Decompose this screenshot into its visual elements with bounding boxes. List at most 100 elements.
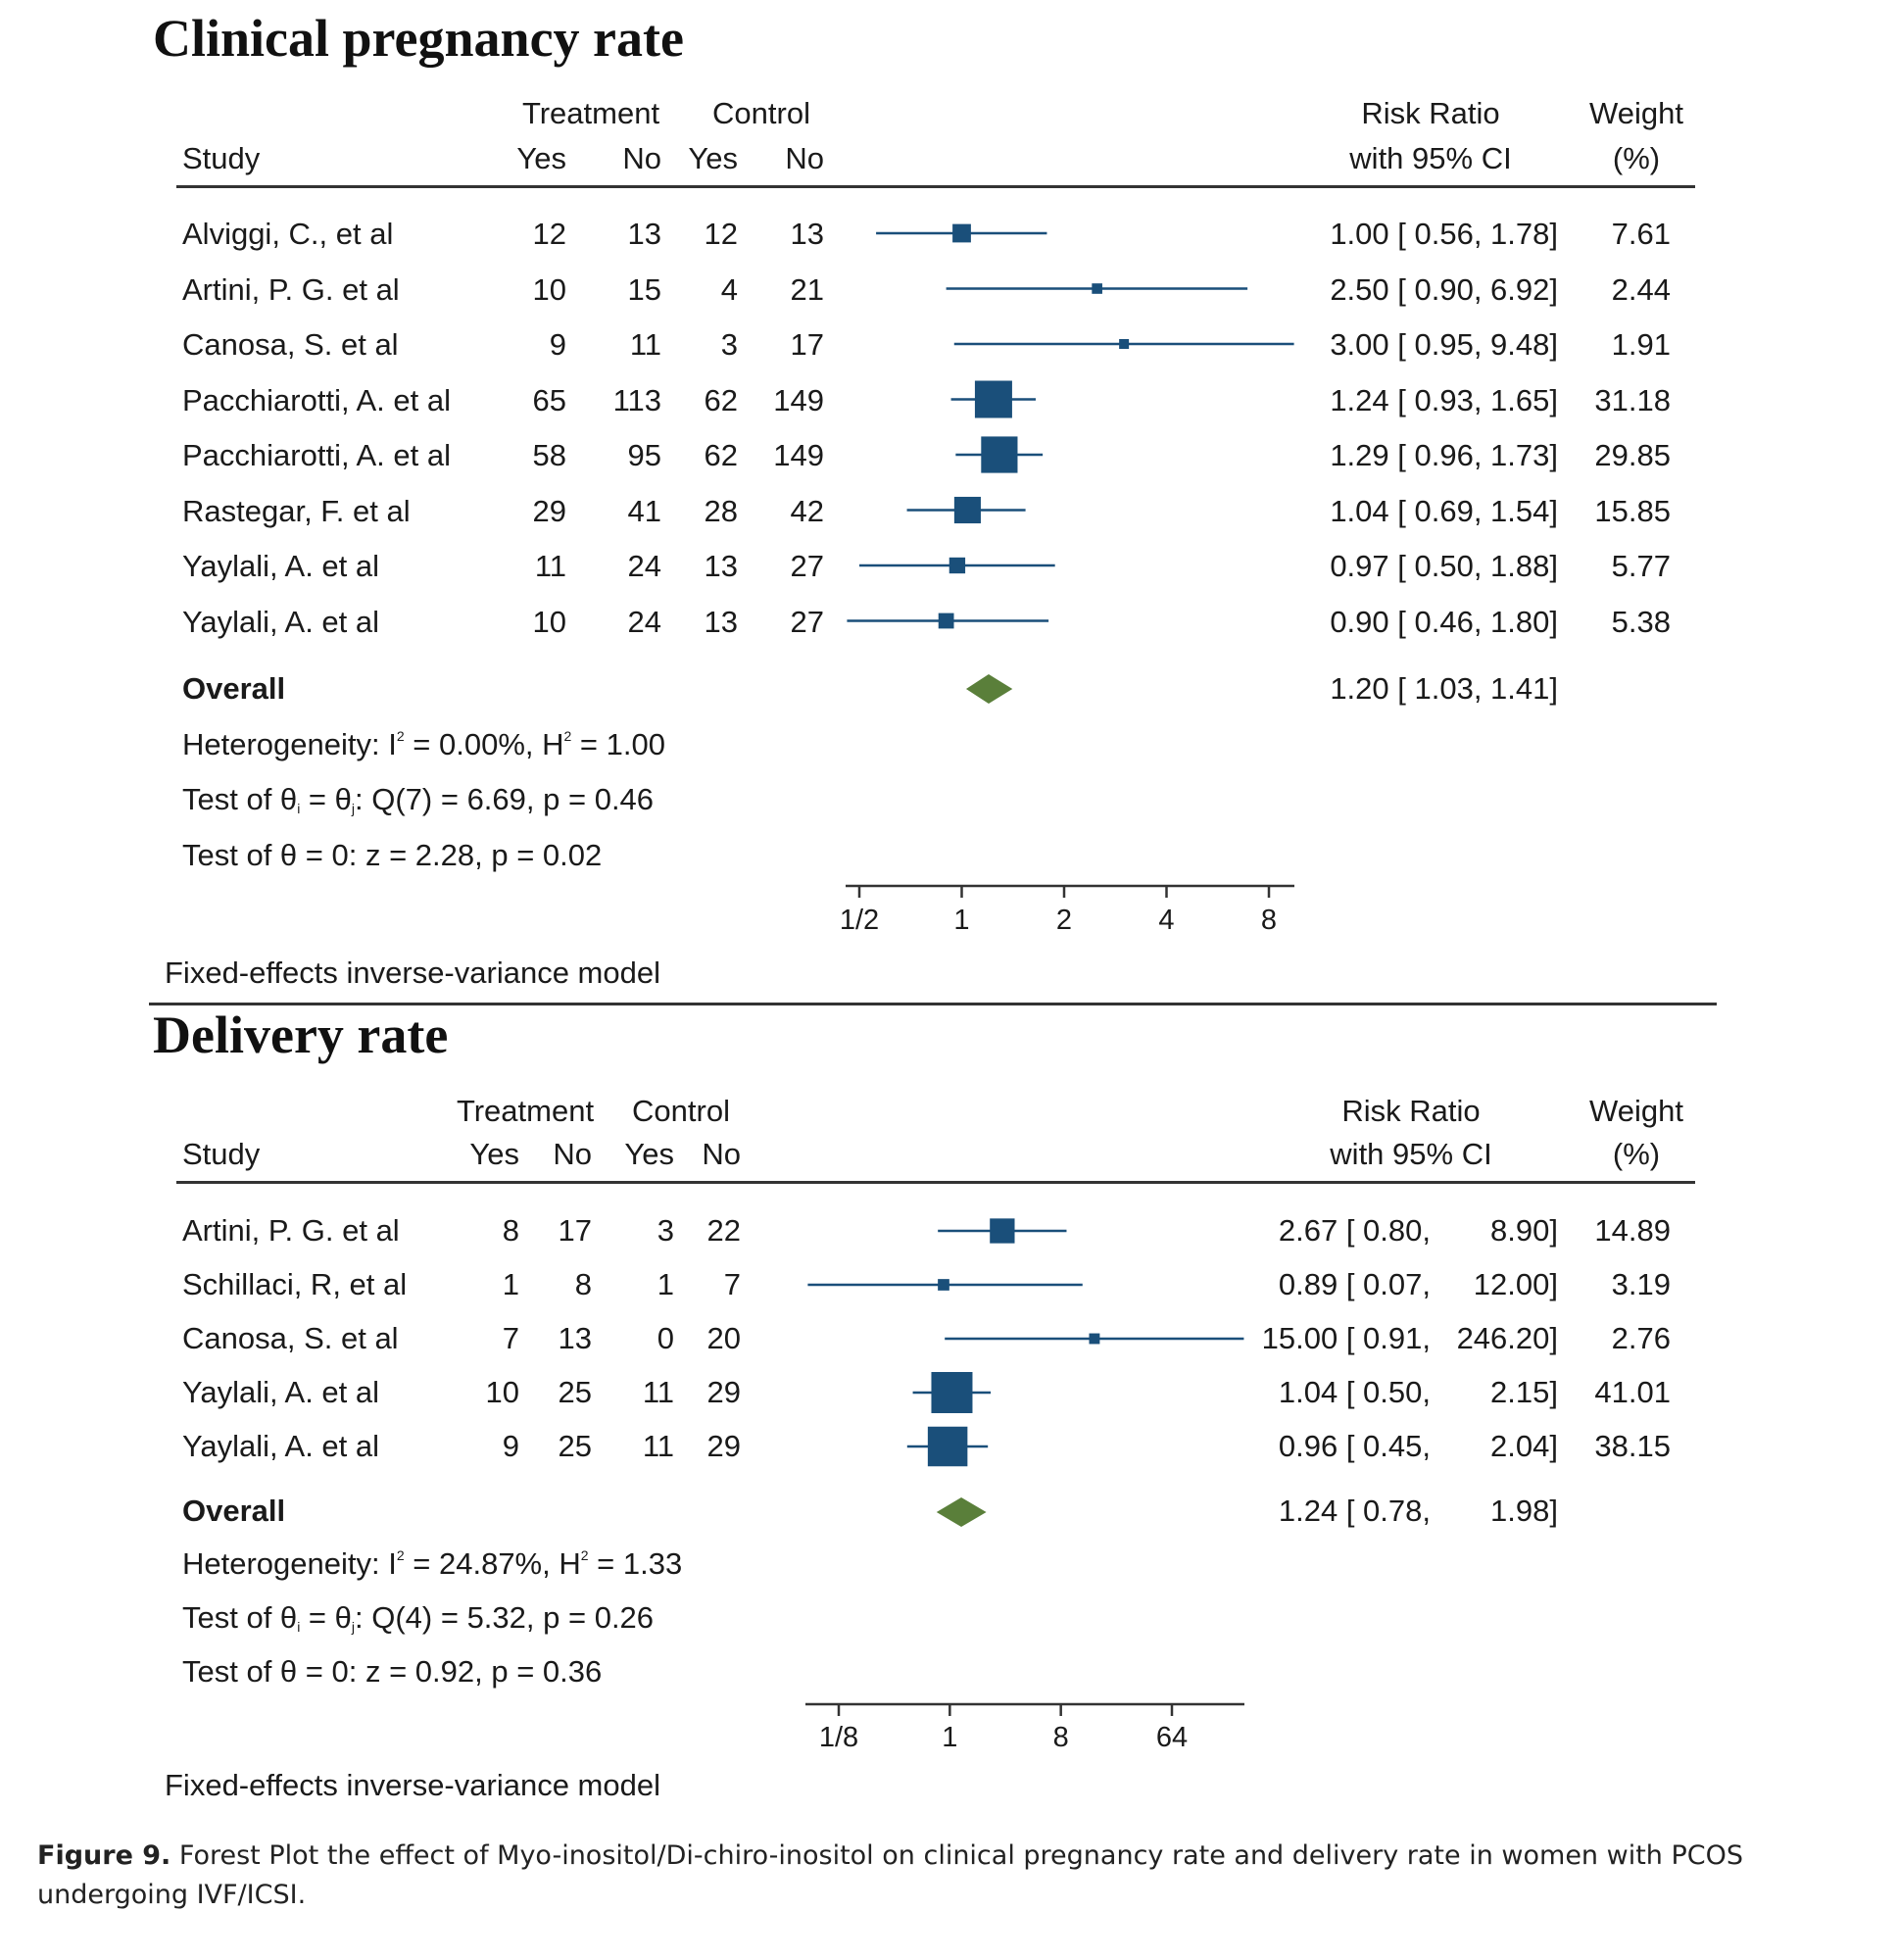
caption-text: Forest Plot the effect of Myo-inositol/D… [37, 1840, 1744, 1910]
treatment-yes: 9 [549, 327, 566, 362]
x-tick-label: 1/2 [840, 905, 879, 936]
study-name: Canosa, S. et al [182, 1321, 399, 1355]
treatment-yes: 1 [502, 1267, 519, 1301]
control-no: 21 [790, 271, 824, 307]
header-treatment: Treatment [456, 1094, 595, 1128]
risk-ratio-ci: 1.00 [ 0.56, 1.78] [1330, 217, 1558, 251]
caption-label: Figure 9. [37, 1840, 171, 1871]
panel-title: Clinical pregnancy rate [153, 9, 684, 68]
study-marker [974, 380, 1012, 418]
header-study: Study [182, 141, 261, 175]
header-rr-line2: with 95% CI [1349, 141, 1512, 175]
treatment-yes: 10 [532, 271, 566, 307]
weight: 31.18 [1594, 382, 1671, 417]
header-control-yes: Yes [624, 1137, 674, 1171]
control-yes: 4 [720, 271, 738, 307]
control-yes: 62 [704, 382, 738, 417]
control-no: 29 [706, 1375, 741, 1409]
treatment-yes: 8 [502, 1213, 519, 1248]
study-name: Canosa, S. et al [182, 327, 399, 362]
risk-ratio-upper: 12.00] [1473, 1267, 1558, 1301]
risk-ratio-upper: 2.04] [1490, 1429, 1558, 1463]
study-marker [990, 1218, 1015, 1244]
treatment-no: 41 [627, 493, 661, 528]
control-yes: 3 [720, 327, 738, 362]
test-theta-zero: Test of θ = 0: z = 2.28, p = 0.02 [182, 838, 603, 872]
header-control: Control [632, 1094, 730, 1128]
heterogeneity-stat: Heterogeneity: I2 = 24.87%, H2 = 1.33 [182, 1546, 683, 1581]
panel-separator [149, 1003, 1717, 1005]
risk-ratio-lower: 0.96 [ 0.45, [1278, 1429, 1431, 1463]
overall-label: Overall [182, 671, 286, 706]
x-tick-label: 1/8 [819, 1722, 858, 1753]
weight: 41.01 [1594, 1375, 1671, 1409]
study-marker [1092, 283, 1102, 294]
treatment-no: 15 [627, 271, 661, 307]
risk-ratio-upper: 8.90] [1490, 1213, 1558, 1248]
study-name: Yaylali, A. et al [182, 604, 380, 639]
study-name: Artini, P. G. et al [182, 271, 400, 307]
panel-title: Delivery rate [153, 1005, 449, 1064]
control-yes: 13 [704, 604, 738, 639]
overall-label: Overall [182, 1494, 286, 1528]
risk-ratio-ci: 3.00 [ 0.95, 9.48] [1330, 327, 1558, 362]
treatment-no: 11 [629, 327, 661, 362]
study-marker [1119, 339, 1130, 349]
treatment-no: 24 [627, 549, 661, 583]
study-name: Yaylali, A. et al [182, 549, 380, 583]
treatment-yes: 65 [532, 382, 566, 417]
weight: 29.85 [1594, 438, 1671, 472]
weight: 2.44 [1611, 271, 1671, 307]
figure-caption: Figure 9. Forest Plot the effect of Myo-… [37, 1837, 1870, 1915]
treatment-no: 24 [627, 604, 661, 639]
risk-ratio-ci: 1.29 [ 0.96, 1.73] [1330, 438, 1558, 472]
treatment-yes: 12 [532, 217, 566, 251]
overall-diamond [936, 1497, 987, 1527]
header-control-yes: Yes [688, 141, 738, 175]
header-rr-line2: with 95% CI [1330, 1137, 1492, 1171]
header-treatment: Treatment [521, 96, 660, 130]
weight: 5.38 [1611, 604, 1671, 639]
study-marker [927, 1426, 968, 1467]
control-no: 13 [790, 217, 824, 251]
control-yes: 0 [657, 1321, 674, 1355]
study-name: Artini, P. G. et al [182, 1213, 400, 1248]
study-marker [938, 612, 954, 629]
study-name: Rastegar, F. et al [182, 493, 411, 528]
treatment-no: 13 [558, 1321, 592, 1355]
control-yes: 1 [657, 1267, 674, 1301]
treatment-yes: 11 [534, 549, 566, 583]
risk-ratio-upper: 246.20] [1456, 1321, 1558, 1355]
control-yes: 28 [704, 493, 738, 528]
header-weight-line1: Weight [1589, 1094, 1683, 1128]
treatment-no: 17 [558, 1213, 592, 1248]
header-rule [176, 185, 1695, 188]
risk-ratio-upper: 2.15] [1490, 1375, 1558, 1409]
study-marker [953, 496, 981, 524]
treatment-yes: 58 [532, 438, 566, 472]
treatment-no: 13 [627, 217, 661, 251]
weight: 1.91 [1611, 327, 1671, 362]
risk-ratio-lower: 0.89 [ 0.07, [1278, 1267, 1431, 1301]
study-marker [931, 1372, 973, 1413]
x-tick-label: 2 [1056, 905, 1072, 936]
control-no: 149 [773, 438, 824, 472]
header-treatment-yes: Yes [516, 141, 566, 175]
study-name: Yaylali, A. et al [182, 1375, 380, 1409]
control-yes: 13 [704, 549, 738, 583]
weight: 2.76 [1611, 1321, 1671, 1355]
study-marker [981, 436, 1018, 473]
x-tick-label: 4 [1158, 905, 1174, 936]
risk-ratio-ci: 2.50 [ 0.90, 6.92] [1330, 271, 1558, 307]
weight: 3.19 [1611, 1267, 1671, 1301]
x-tick-label: 64 [1156, 1722, 1188, 1753]
treatment-no: 25 [558, 1429, 592, 1463]
model-note: Fixed-effects inverse-variance model [165, 1768, 660, 1802]
weight: 14.89 [1594, 1213, 1671, 1248]
study-marker [938, 1279, 949, 1291]
control-yes: 3 [657, 1213, 674, 1248]
header-control-no: No [785, 141, 824, 175]
study-name: Pacchiarotti, A. et al [182, 438, 451, 472]
control-no: 27 [790, 604, 824, 639]
